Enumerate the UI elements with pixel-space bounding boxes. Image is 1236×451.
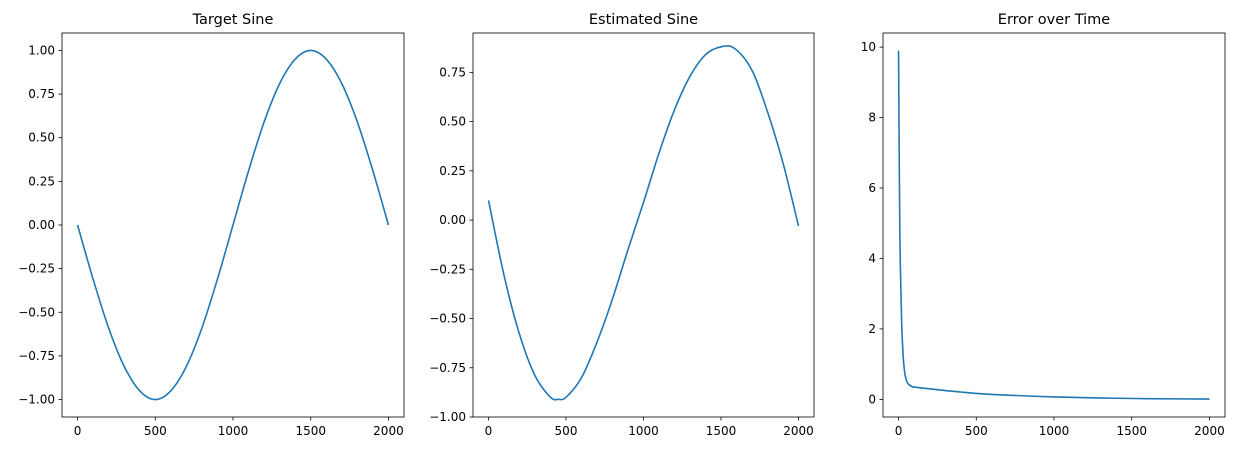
plot-area-frame [472,32,815,418]
y-tick-label: 2 [868,322,876,336]
x-tick-label: 500 [555,424,578,438]
x-tick-label: 0 [485,424,493,438]
y-tick-label: 0 [868,392,876,406]
x-tick-label: 500 [965,424,988,438]
x-tick-label: 2000 [373,424,404,438]
y-tick-label: 0.25 [439,164,466,178]
chart-title: Estimated Sine [589,12,698,28]
series-line [897,50,1210,400]
y-tick-label: 10 [861,40,876,54]
x-tick-label: 2000 [783,424,814,438]
y-tick-label: 6 [868,181,876,195]
x-tick-label: 1000 [218,424,249,438]
x-tick-label: 1000 [1039,424,1070,438]
y-tick-label: −0.75 [18,349,55,363]
x-tick-label: 1500 [295,424,326,438]
x-tick-label: 0 [74,424,82,438]
x-tick-label: 500 [144,424,167,438]
x-tick-label: 2000 [1194,424,1225,438]
y-tick-label: 0.75 [28,87,55,101]
plot-area-frame [882,32,1226,418]
x-tick-label: 0 [895,424,903,438]
y-tick-label: 0.75 [439,65,466,79]
y-tick-label: −0.25 [18,262,55,276]
series-line [487,45,800,401]
y-tick-label: −0.50 [18,305,55,319]
series-line [76,49,390,401]
y-tick-label: 4 [868,251,876,265]
y-tick-label: −0.25 [429,262,466,276]
chart-panel-2: Estimated Sine 0 500 1000 1500 2000 −1.00 −0.75… [429,12,815,438]
x-tick-label: 1500 [706,424,737,438]
y-tick-label: 0.25 [28,174,55,188]
chart-panel-1: Target Sine 0 500 1000 1500 2000 −1.00 −0.75 −0.… [18,12,405,438]
chart-title: Target Sine [192,12,274,28]
chart-title: Error over Time [998,12,1110,28]
y-tick-label: 0.50 [439,115,466,129]
y-tick-label: 0.50 [28,131,55,145]
y-tick-label: 0.00 [28,218,55,232]
y-tick-label: 8 [868,111,876,125]
x-tick-label: 1500 [1116,424,1147,438]
y-tick-label: −0.75 [429,361,466,375]
x-tick-label: 1000 [628,424,659,438]
y-tick-label: 1.00 [28,43,55,57]
y-tick-label: 0.00 [439,213,466,227]
chart-panel-3: Error over Time 0 500 1000 1500 2000 0 2 4 6 8 10 [861,12,1226,438]
y-tick-label: −0.50 [429,312,466,326]
y-tick-label: −1.00 [429,410,466,424]
y-tick-label: −1.00 [18,393,55,407]
